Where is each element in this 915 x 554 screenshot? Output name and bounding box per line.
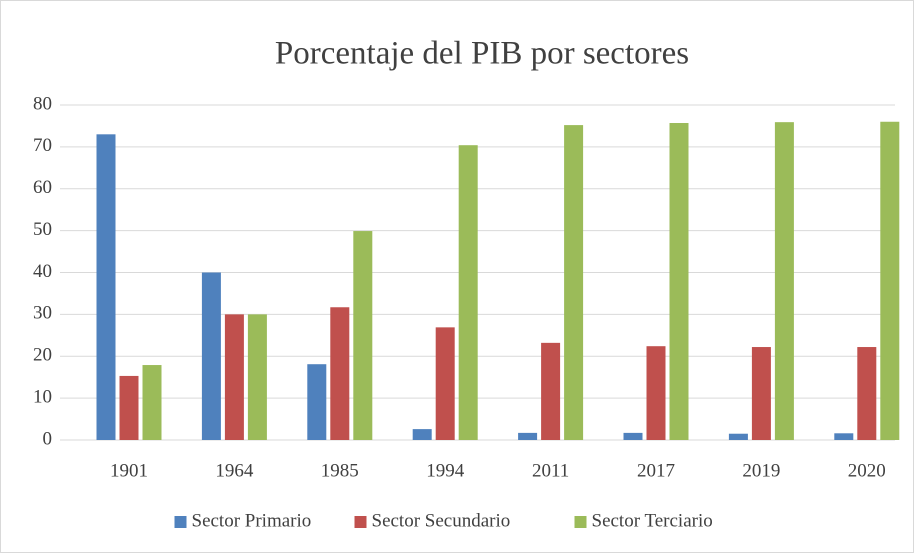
bar	[751, 347, 771, 440]
bar	[458, 145, 478, 440]
bar	[330, 307, 350, 440]
y-tick-label: 50	[33, 219, 52, 240]
y-tick-label: 10	[33, 386, 52, 407]
y-tick-label: 70	[33, 135, 52, 156]
x-tick-label: 1964	[215, 460, 254, 481]
bar	[518, 432, 538, 440]
bar	[435, 327, 455, 440]
bar	[96, 134, 116, 440]
bar	[728, 433, 748, 440]
legend-swatch	[574, 516, 587, 528]
legend-label: Sector Secundario	[372, 510, 511, 531]
y-tick-label: 60	[33, 177, 52, 198]
legend-swatch	[354, 516, 367, 528]
bar	[119, 375, 139, 440]
legend-label: Sector Primario	[192, 510, 312, 531]
x-tick-label: 2011	[532, 460, 569, 481]
legend-swatch	[174, 516, 187, 528]
y-tick-label: 20	[33, 345, 52, 366]
y-tick-label: 80	[33, 93, 52, 114]
bar	[353, 231, 373, 440]
x-tick-label: 1985	[321, 460, 359, 481]
bar	[247, 314, 267, 440]
x-tick-label: 1901	[110, 460, 148, 481]
bar	[646, 346, 666, 440]
bar	[142, 365, 162, 440]
bar	[669, 123, 689, 440]
bar	[224, 314, 244, 440]
x-tick-label: 2019	[742, 460, 780, 481]
chart-title: Porcentaje del PIB por sectores	[275, 36, 689, 72]
bar	[564, 125, 584, 440]
legend-label: Sector Terciario	[592, 510, 713, 531]
x-tick-label: 2017	[637, 460, 675, 481]
bar	[774, 122, 794, 440]
bar	[857, 347, 877, 440]
y-tick-label: 30	[33, 303, 52, 324]
bar	[307, 364, 327, 440]
bar	[541, 342, 561, 440]
x-tick-label: 2020	[848, 460, 886, 481]
bar	[880, 121, 900, 440]
x-tick-label: 1994	[426, 460, 465, 481]
y-tick-label: 40	[33, 261, 52, 282]
bar	[623, 432, 643, 440]
bar	[412, 429, 432, 440]
bar	[834, 433, 854, 440]
y-tick-label: 0	[43, 428, 53, 449]
bar	[201, 272, 221, 440]
